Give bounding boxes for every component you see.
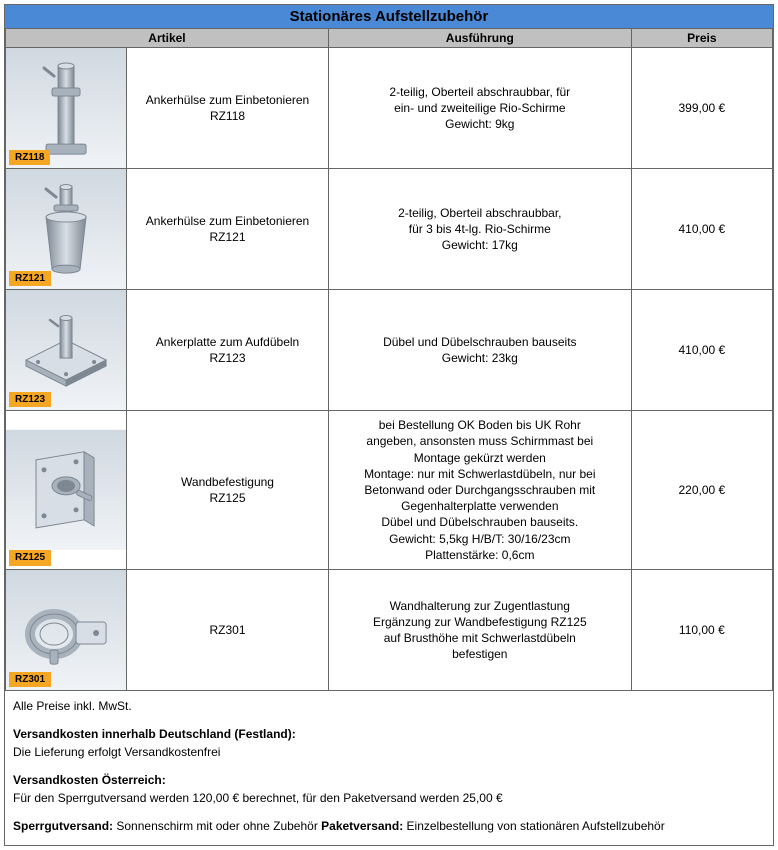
product-image-cell: RZ301: [6, 569, 127, 690]
product-code-tag: RZ123: [9, 392, 51, 408]
preis-cell: 399,00 €: [631, 48, 772, 169]
vat-note: Alle Preise inkl. MwSt.: [13, 697, 765, 715]
header-artikel: Artikel: [6, 29, 329, 48]
artikel-cell: Ankerplatte zum AufdübelnRZ123: [127, 290, 329, 411]
footer-notes: Alle Preise inkl. MwSt. Versandkosten in…: [5, 691, 773, 845]
product-code-tag: RZ125: [9, 550, 51, 566]
ship2-label: Paketversand:: [321, 819, 403, 833]
table-row: RZ123 Ankerplatte zum AufdübelnRZ123 Düb…: [6, 290, 773, 411]
shipping-at-head: Versandkosten Österreich:: [13, 773, 166, 787]
preis-cell: 110,00 €: [631, 569, 772, 690]
catalog-table-container: Stationäres Aufstellzubehör Artikel Ausf…: [4, 4, 774, 846]
product-thumb-icon: RZ118: [6, 48, 126, 168]
artikel-cell: RZ301: [127, 569, 329, 690]
artikel-cell: WandbefestigungRZ125: [127, 411, 329, 570]
ship2-body: Einzelbestellung von stationären Aufstel…: [403, 819, 665, 833]
table-row: RZ301 RZ301 Wandhalterung zur Zugentlast…: [6, 569, 773, 690]
ship1-label: Sperrgutversand:: [13, 819, 113, 833]
product-thumb-icon: RZ301: [6, 570, 126, 690]
product-image-cell: RZ121: [6, 169, 127, 290]
preis-cell: 220,00 €: [631, 411, 772, 570]
table-title: Stationäres Aufstellzubehör: [5, 5, 773, 29]
ship1-body: Sonnenschirm mit oder ohne Zubehör: [113, 819, 321, 833]
product-thumb-icon: RZ125: [6, 411, 126, 569]
artikel-cell: Ankerhülse zum EinbetonierenRZ118: [127, 48, 329, 169]
product-thumb-icon: RZ121: [6, 169, 126, 289]
header-ausfuehrung: Ausführung: [328, 29, 631, 48]
table-row: RZ118 Ankerhülse zum EinbetonierenRZ118 …: [6, 48, 773, 169]
ausfuehrung-cell: Dübel und Dübelschrauben bauseitsGewicht…: [328, 290, 631, 411]
ausfuehrung-cell: Wandhalterung zur ZugentlastungErgänzung…: [328, 569, 631, 690]
header-preis: Preis: [631, 29, 772, 48]
product-code-tag: RZ118: [9, 150, 50, 166]
product-code-tag: RZ301: [9, 672, 51, 688]
product-code-tag: RZ121: [9, 271, 51, 287]
shipping-at-body: Für den Sperrgutversand werden 120,00 € …: [13, 791, 503, 805]
table-row: RZ125 WandbefestigungRZ125 bei Bestellun…: [6, 411, 773, 570]
preis-cell: 410,00 €: [631, 290, 772, 411]
product-image-cell: RZ123: [6, 290, 127, 411]
product-image-cell: RZ118: [6, 48, 127, 169]
product-table: Artikel Ausführung Preis RZ118 Ank: [5, 29, 773, 691]
ausfuehrung-cell: 2-teilig, Oberteil abschraubbar, fürein-…: [328, 48, 631, 169]
ausfuehrung-cell: bei Bestellung OK Boden bis UK Rohrangeb…: [328, 411, 631, 570]
shipping-de-body: Die Lieferung erfolgt Versandkostenfrei: [13, 745, 220, 759]
table-row: RZ121 Ankerhülse zum EinbetonierenRZ121 …: [6, 169, 773, 290]
artikel-cell: Ankerhülse zum EinbetonierenRZ121: [127, 169, 329, 290]
product-image-cell: RZ125: [6, 411, 127, 570]
preis-cell: 410,00 €: [631, 169, 772, 290]
shipping-de-head: Versandkosten innerhalb Deutschland (Fes…: [13, 727, 296, 741]
ausfuehrung-cell: 2-teilig, Oberteil abschraubbar,für 3 bi…: [328, 169, 631, 290]
product-thumb-icon: RZ123: [6, 290, 126, 410]
